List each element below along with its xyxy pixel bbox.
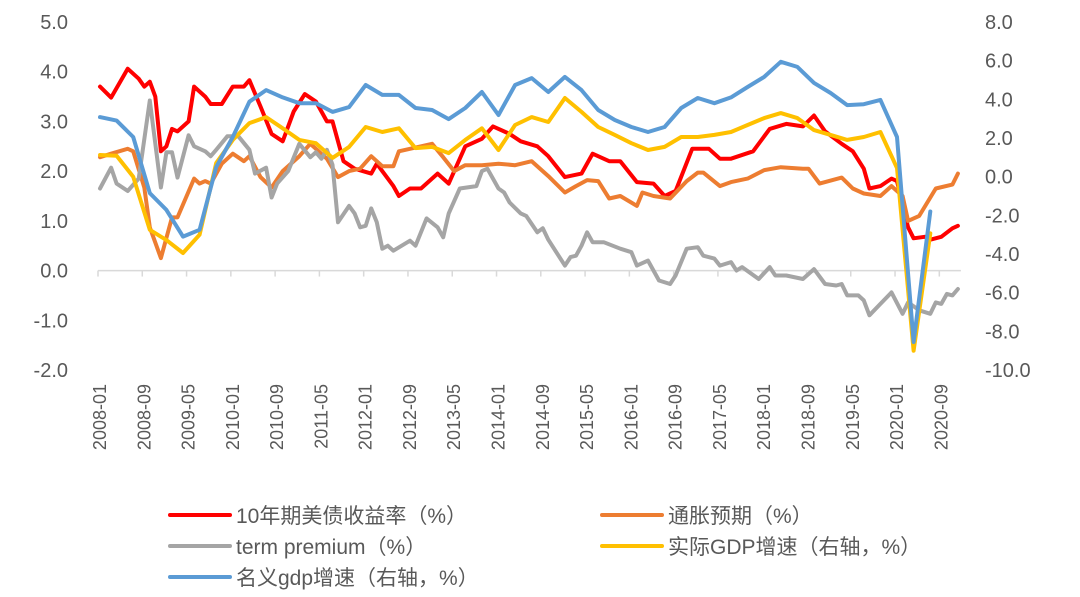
y-left-tick-label: 5.0 <box>40 12 68 34</box>
x-tick-label: 2011-05 <box>311 384 331 449</box>
x-tick-label: 2014-01 <box>489 384 509 450</box>
x-tick-label: 2020-01 <box>887 384 907 450</box>
legend-label: 通胀预期（%） <box>668 505 813 528</box>
y-left-tick-label: 3.0 <box>40 111 68 133</box>
x-tick-label: 2012-01 <box>356 384 376 450</box>
x-tick-label: 2018-01 <box>754 384 774 450</box>
legend: 10年期美债收益率（%） 通胀预期（%） term premium（%） 实际GDP增… <box>168 505 921 590</box>
y-right-tick-label: -8.0 <box>985 321 1019 343</box>
y-right-tick-label: 0.0 <box>985 167 1013 189</box>
x-tick-label: 2008-09 <box>134 384 154 450</box>
y-right-tick-label: 8.0 <box>985 12 1013 34</box>
legend-label: 实际GDP增速（右轴，%） <box>668 536 921 559</box>
y-left-tick-label: 4.0 <box>40 62 68 84</box>
y-right-tick-label: 4.0 <box>985 89 1013 111</box>
x-tick-label: 2018-09 <box>798 384 818 450</box>
legend-label: 名义gdp增速（右轴，%） <box>236 567 479 590</box>
y-right-tick-label: 2.0 <box>985 128 1013 150</box>
y-left-tick-label: -1.0 <box>34 310 68 332</box>
legend-label: term premium（%） <box>236 536 426 559</box>
series-line-0 <box>98 66 960 242</box>
series-line-2 <box>98 98 960 318</box>
x-tick-label: 2015-05 <box>577 384 597 450</box>
x-tick-label: 2016-09 <box>666 384 686 450</box>
y-right-tick-label: 6.0 <box>985 51 1013 73</box>
legend-label: 10年期美债收益率（%） <box>236 505 467 528</box>
axes: 5.0 4.0 3.0 2.0 1.0 0.0 -1.0 -2.0 8.0 6.0 4.0 2.0 0.… <box>34 12 1031 450</box>
x-tick-label: 2008-01 <box>90 384 110 450</box>
y-right-tick-label: -2.0 <box>985 205 1019 227</box>
y-left-tick-label: 0.0 <box>40 261 68 283</box>
y-left-tick-label: 2.0 <box>40 161 68 183</box>
x-tick-label: 2017-05 <box>710 384 730 450</box>
x-tick-label: 2009-05 <box>179 384 199 450</box>
y-left-tick-label: -2.0 <box>34 360 68 382</box>
y-right-tick-label: -10.0 <box>985 360 1031 382</box>
x-tick-label: 2014-09 <box>533 384 553 450</box>
series-line-3 <box>98 96 933 353</box>
series-line-1 <box>98 141 960 261</box>
y-right-tick-label: -6.0 <box>985 283 1019 305</box>
x-tick-label: 2012-09 <box>400 384 420 450</box>
series-lines <box>98 59 960 353</box>
x-tick-label: 2010-01 <box>223 384 243 450</box>
x-tick-label: 2020-09 <box>931 384 951 450</box>
x-tick-label: 2013-05 <box>444 384 464 450</box>
y-left-tick-label: 1.0 <box>40 211 68 233</box>
x-tick-label: 2016-01 <box>621 384 641 450</box>
y-right-tick-label: -4.0 <box>985 244 1019 266</box>
x-tick-label: 2019-05 <box>843 384 863 450</box>
series-line-4 <box>98 59 933 344</box>
x-tick-label: 2010-09 <box>267 384 287 450</box>
